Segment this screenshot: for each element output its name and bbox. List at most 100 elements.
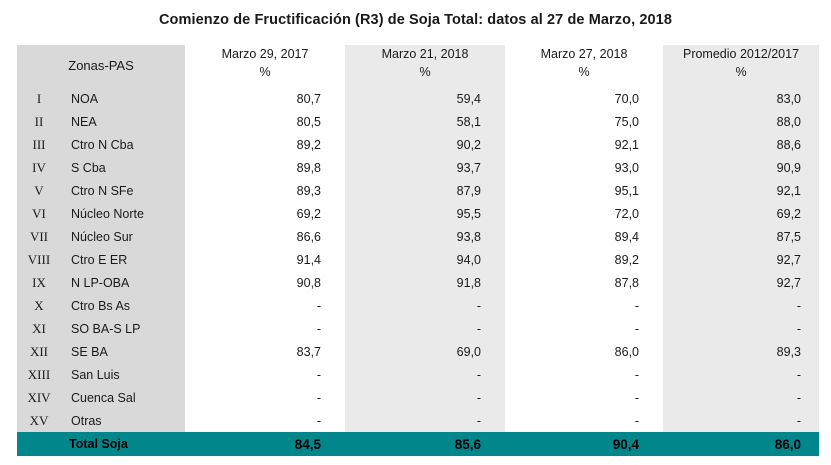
total-value: 84,5 [185, 432, 346, 456]
zone-name: S Cba [67, 156, 186, 179]
value-cell: 90,8 [296, 275, 322, 290]
zone-name: Otras [67, 409, 186, 432]
value-cell: - [345, 294, 506, 317]
table-row: X Ctro Bs As - - - - [17, 294, 820, 317]
value-cell: 87,9 [345, 179, 506, 202]
value-cell: 69,0 [345, 340, 506, 363]
value-cell: 93,0 [614, 160, 640, 175]
zone-name: SO BA-S LP [67, 317, 186, 340]
value-cell: 90,9 [663, 156, 820, 179]
value-cell: - [316, 298, 322, 313]
zone-roman-numeral: XV [17, 409, 67, 432]
table-row: XI SO BA-S LP - - - - [17, 317, 820, 340]
value-cell: 90,2 [345, 133, 506, 156]
value-cell: - [345, 386, 506, 409]
value-cell: 69,2 [296, 206, 322, 221]
value-cell: - [634, 321, 640, 336]
column-header: Promedio 2012/2017 % [663, 45, 820, 87]
zone-name: NOA [67, 87, 186, 110]
value-cell: - [663, 386, 820, 409]
zone-roman-numeral: XI [17, 317, 67, 340]
value-cell: 87,8 [614, 275, 640, 290]
value-cell: 86,0 [614, 344, 640, 359]
table-row: XV Otras - - - - [17, 409, 820, 432]
table-row: XIII San Luis - - - - [17, 363, 820, 386]
total-value: 86,0 [663, 432, 820, 456]
value-cell: 80,5 [296, 114, 322, 129]
zone-roman-numeral: X [17, 294, 67, 317]
zone-roman-numeral: IV [17, 156, 67, 179]
header-row: Zonas-PAS Marzo 29, 2017 % Marzo 21, 201… [17, 45, 820, 87]
table-row: III Ctro N Cba 89,2 90,2 92,1 88,6 [17, 133, 820, 156]
zone-name: Ctro N SFe [67, 179, 186, 202]
value-cell: - [634, 413, 640, 428]
table-row: VI Núcleo Norte 69,2 95,5 72,0 69,2 [17, 202, 820, 225]
column-header: Marzo 29, 2017 % [185, 45, 345, 87]
zone-roman-numeral: IX [17, 271, 67, 294]
value-cell: - [316, 321, 322, 336]
column-date-label: Marzo 27, 2018 [540, 47, 628, 61]
value-cell: 93,8 [345, 225, 506, 248]
value-cell: 69,2 [663, 202, 820, 225]
value-cell: 72,0 [614, 206, 640, 221]
table-row: IX N LP-OBA 90,8 91,8 87,8 92,7 [17, 271, 820, 294]
value-cell: - [345, 409, 506, 432]
zone-roman-numeral: XII [17, 340, 67, 363]
zone-roman-numeral: II [17, 110, 67, 133]
column-header: Marzo 21, 2018 % [345, 45, 506, 87]
value-cell: 92,1 [663, 179, 820, 202]
value-cell: 91,8 [345, 271, 506, 294]
zone-roman-numeral: VIII [17, 248, 67, 271]
value-cell: 91,4 [296, 252, 322, 267]
column-date-label: Promedio 2012/2017 [682, 47, 800, 61]
value-cell: 89,8 [296, 160, 322, 175]
zone-roman-numeral: XIII [17, 363, 67, 386]
column-unit: % [735, 65, 747, 79]
zone-name: Cuenca Sal [67, 386, 186, 409]
value-cell: - [316, 413, 322, 428]
zone-header: Zonas-PAS [17, 45, 186, 87]
value-cell: - [634, 298, 640, 313]
column-date-label: Marzo 29, 2017 [221, 47, 309, 61]
value-cell: 88,0 [663, 110, 820, 133]
total-label: Total Soja [17, 432, 186, 456]
zone-name: Núcleo Sur [67, 225, 186, 248]
value-cell: 87,5 [663, 225, 820, 248]
value-cell: 94,0 [345, 248, 506, 271]
value-cell: - [663, 294, 820, 317]
table-row: V Ctro N SFe 89,3 87,9 95,1 92,1 [17, 179, 820, 202]
value-cell: - [634, 367, 640, 382]
zone-name: NEA [67, 110, 186, 133]
zone-name: SE BA [67, 340, 186, 363]
table-title: Comienzo de Fructificación (R3) de Soja … [158, 12, 673, 28]
value-cell: 86,6 [296, 229, 322, 244]
value-cell: 89,3 [663, 340, 820, 363]
value-cell: 92,7 [663, 271, 820, 294]
table-row: I NOA 80,7 59,4 70,0 83,0 [17, 87, 820, 110]
zone-roman-numeral: III [17, 133, 67, 156]
table-row: XIV Cuenca Sal - - - - [17, 386, 820, 409]
zone-roman-numeral: VII [17, 225, 67, 248]
zone-name: Ctro N Cba [67, 133, 186, 156]
column-unit: % [419, 65, 431, 79]
value-cell: 92,7 [663, 248, 820, 271]
value-cell: - [345, 317, 506, 340]
column-unit: % [259, 65, 271, 79]
value-cell: - [316, 390, 322, 405]
column-unit: % [578, 65, 590, 79]
value-cell: 75,0 [614, 114, 640, 129]
total-value: 85,6 [345, 432, 506, 456]
value-cell: - [663, 363, 820, 386]
zone-name: San Luis [67, 363, 186, 386]
value-cell: - [634, 390, 640, 405]
value-cell: 93,7 [345, 156, 506, 179]
table-row: IV S Cba 89,8 93,7 93,0 90,9 [17, 156, 820, 179]
table-row: VII Núcleo Sur 86,6 93,8 89,4 87,5 [17, 225, 820, 248]
value-cell: 89,3 [296, 183, 322, 198]
soybean-r3-table: Zonas-PAS Marzo 29, 2017 % Marzo 21, 201… [17, 45, 820, 456]
table-row: VIII Ctro E ER 91,4 94,0 89,2 92,7 [17, 248, 820, 271]
value-cell: 88,6 [663, 133, 820, 156]
zone-name: Núcleo Norte [67, 202, 186, 225]
zone-roman-numeral: XIV [17, 386, 67, 409]
table-row: XII SE BA 83,7 69,0 86,0 89,3 [17, 340, 820, 363]
